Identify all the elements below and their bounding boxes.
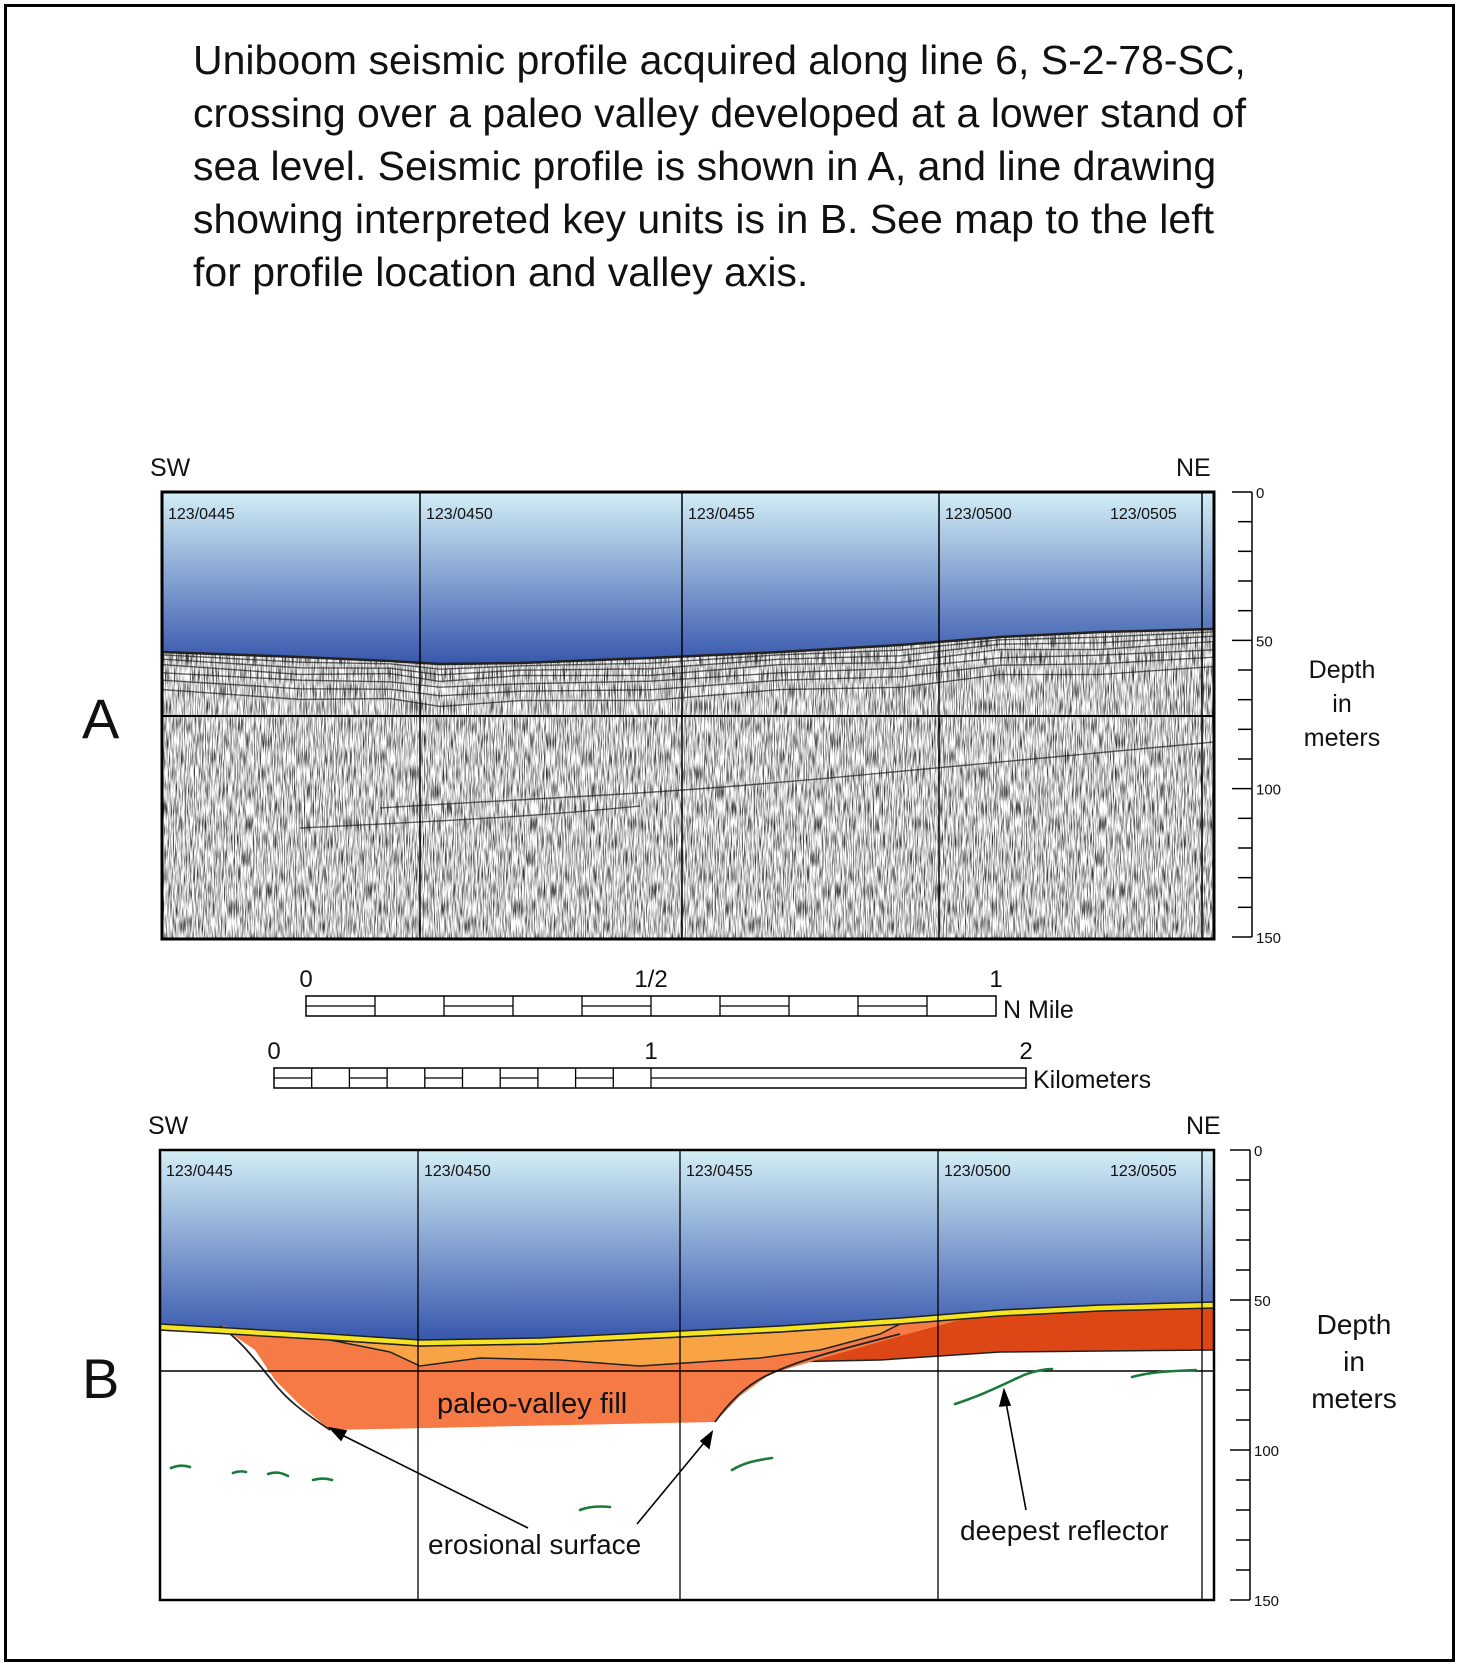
reflector-arrow-head: [998, 1387, 1012, 1407]
erosion-arrow-left: [335, 1431, 529, 1529]
panel-a-water-column: [162, 492, 1214, 664]
erosion-arrow-right: [636, 1437, 709, 1525]
depth-tick-label: 50: [1256, 633, 1273, 650]
time-mark-label: 123/0445: [166, 1163, 233, 1180]
depth-tick-label: 100: [1254, 1443, 1279, 1460]
panel-b-water-column: [160, 1150, 1214, 1340]
nmile-tick-0: 0: [299, 966, 312, 993]
nmile-unit: N Mile: [1003, 996, 1074, 1024]
seismic-reflector-line: [162, 635, 1214, 676]
seismic-reflector-line: [162, 656, 1214, 697]
km-unit: Kilometers: [1033, 1066, 1151, 1094]
reflector-trace: [311, 1477, 334, 1482]
time-mark-label: 123/0500: [945, 506, 1012, 523]
paleo-valley-fill-label: paleo-valley fill: [437, 1388, 627, 1420]
panel-a-time-labels: 123/0445 123/0450 123/0455 123/0500 123/0505: [168, 506, 1177, 523]
panel-b-time-lines: [417, 1150, 1203, 1600]
time-mark-label: 123/0455: [686, 1163, 753, 1180]
panel-a-direction-ne: NE: [1176, 454, 1211, 482]
seismic-reflector-line: [162, 640, 1214, 683]
erosion-arrow-left-head: [327, 1426, 348, 1442]
depth-tick-label: 0: [1256, 485, 1264, 502]
panel-b-letter: B: [82, 1347, 119, 1410]
panel-a-depth-label-1: Depth: [1309, 656, 1376, 684]
panel-b-direction-ne: NE: [1186, 1112, 1221, 1140]
seismic-reflector-line: [162, 665, 1214, 708]
panel-b-depth-label-3: meters: [1311, 1383, 1397, 1414]
panel-b-time-labels: 123/0445 123/0450 123/0455 123/0500 123/0505: [166, 1163, 1177, 1180]
panel-b-depth-label-1: Depth: [1317, 1309, 1392, 1340]
deep-seismic-reflector: [379, 741, 1214, 809]
depth-tick-label: 150: [1256, 930, 1281, 947]
erosional-surface-line: [219, 1325, 901, 1431]
panel-a-depth-label-3: meters: [1304, 724, 1380, 752]
panel-a-depth-label-2: in: [1332, 690, 1351, 718]
scale-bar-kilometers: 0 1 2 Kilometers: [267, 1038, 1151, 1094]
panel-b: B SW NE 123/0445 123/0450 123/0455 123/0500…: [82, 1112, 1397, 1610]
seismic-reflector-line: [162, 631, 1214, 670]
panel-a: A SW NE 123/0445 123/0450 123/0455 123/0500…: [82, 454, 1380, 947]
time-mark-label: 123/0455: [688, 506, 755, 523]
figure-frame: [4, 4, 1455, 1662]
reflector-traces: [169, 1367, 1198, 1512]
depth-tick-label: 0: [1254, 1143, 1262, 1160]
panel-a-direction-sw: SW: [150, 454, 191, 482]
panel-a-depth-scale: 0 50 100 150: [1232, 485, 1281, 947]
panel-b-border: [158, 1148, 1216, 1602]
erosion-arrow-right-head: [699, 1429, 714, 1450]
time-mark-label: 123/0445: [168, 506, 235, 523]
annotation-arrows: [327, 1387, 1027, 1529]
reflector-trace: [578, 1505, 612, 1512]
km-tick-1: 1: [644, 1038, 657, 1065]
deep-seismic-reflector: [299, 805, 641, 829]
seismic-reflector-line: [162, 649, 1214, 688]
time-mark-label: 123/0505: [1110, 1163, 1177, 1180]
reflector-trace: [169, 1464, 192, 1470]
panel-b-depth-scale: 0 50 100 150: [1230, 1143, 1279, 1610]
km-tick-2: 2: [1019, 1038, 1032, 1065]
time-mark-label: 123/0505: [1110, 506, 1177, 523]
time-mark-label: 123/0500: [944, 1163, 1011, 1180]
reflector-trace: [953, 1367, 1054, 1406]
panel-b-direction-sw: SW: [148, 1112, 189, 1140]
panel-a-seafloor: [162, 627, 1214, 666]
panel-a-letter: A: [82, 687, 120, 750]
reflector-arrow: [1004, 1396, 1027, 1511]
reflector-trace: [231, 1470, 248, 1475]
scale-bar-nautical-miles: 0 1/2 1 N Mile: [299, 966, 1074, 1024]
panel-b-depth-label-2: in: [1343, 1346, 1365, 1377]
reflector-trace: [1130, 1368, 1198, 1379]
depth-tick-label: 100: [1256, 782, 1281, 799]
reflector-trace: [266, 1471, 290, 1478]
figure-caption: Uniboom seismic profile acquired along l…: [193, 37, 1246, 295]
reflector-trace: [730, 1456, 774, 1472]
nmile-tick-1: 1: [989, 966, 1002, 993]
nmile-tick-half: 1/2: [634, 966, 667, 993]
time-mark-label: 123/0450: [426, 506, 493, 523]
panel-a-border: [160, 490, 1216, 941]
time-mark-label: 123/0450: [424, 1163, 491, 1180]
depth-tick-label: 50: [1254, 1293, 1271, 1310]
panel-a-time-lines: [419, 492, 1203, 939]
erosional-surface-label: erosional surface: [428, 1529, 641, 1560]
depth-tick-label: 150: [1254, 1593, 1279, 1610]
km-tick-0: 0: [267, 1038, 280, 1065]
deepest-reflector-label: deepest reflector: [960, 1515, 1169, 1546]
panel-a-seismic-returns: [162, 629, 1214, 939]
